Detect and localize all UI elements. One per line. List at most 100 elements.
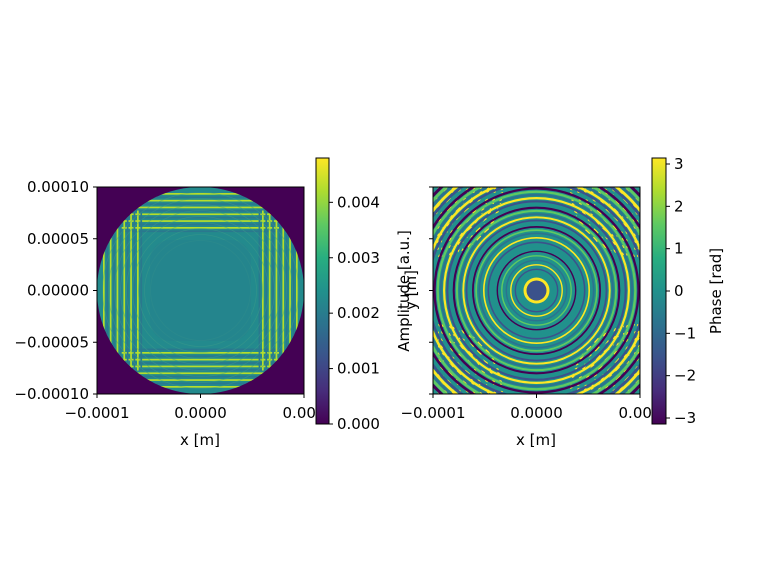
amplitude-fringe (120, 369, 281, 371)
phase-ring (449, 203, 624, 378)
amplitude-fringe (120, 358, 281, 361)
amplitude-fringe (123, 210, 126, 371)
amplitude-fringe (296, 210, 298, 371)
phase-ring (519, 273, 554, 308)
phase-colorbar-tick-label: 0 (674, 282, 684, 300)
amplitude-fringe (120, 365, 281, 368)
phase-ring (433, 187, 640, 394)
amplitude-fringe (272, 210, 274, 371)
phase-ring (439, 193, 634, 388)
amplitude-fringe (120, 193, 281, 195)
amplitude-colorbar-tick-label: 0.001 (337, 360, 380, 378)
phase-ring (472, 226, 601, 355)
phase-rings (433, 187, 640, 394)
amplitude-ring (132, 222, 269, 359)
amplitude-fringe (109, 210, 112, 371)
phase-heatmap (433, 187, 640, 394)
phase-ring (443, 197, 630, 384)
amplitude-x-tick-label: −0.0001 (64, 404, 129, 422)
amplitude-ring (114, 204, 287, 377)
amplitude-fringe (120, 203, 281, 205)
phase-ring (487, 241, 586, 340)
phase-ring (436, 190, 637, 391)
amplitude-ring (108, 198, 293, 383)
amplitude-fringe (137, 210, 139, 371)
amplitude-fringe (106, 210, 109, 371)
phase-center-spot (526, 280, 547, 301)
amplitude-fringe (120, 230, 281, 233)
amplitude-fringe (130, 210, 132, 371)
amplitude-fringe (120, 213, 281, 216)
phase-ring (468, 222, 605, 359)
phase-ring (459, 213, 614, 368)
amplitude-x-ticks: −0.0001 0.0000 0.000 (64, 394, 325, 422)
amplitude-fringe (120, 216, 281, 219)
amplitude-colorbar-label: Amplitude [a.u.] (395, 230, 413, 352)
phase-y-axis-label: y [m] (402, 270, 420, 310)
phase-ring (475, 229, 598, 352)
phase-ring (505, 259, 568, 322)
amplitude-ring (102, 192, 299, 389)
amplitude-fringe (120, 362, 281, 364)
amplitude-colorbar-gradient (315, 157, 330, 425)
amplitude-fringe (292, 210, 295, 371)
amplitude-fringe (120, 196, 281, 199)
amplitude-fringe (268, 210, 271, 371)
phase-colorbar-tick-label: 3 (674, 155, 684, 173)
amplitude-colorbar-tick-label: 0.000 (337, 415, 380, 433)
phase-colorbar-tick-label: 1 (674, 240, 684, 258)
phase-ring (462, 216, 611, 365)
amplitude-y-ticks: 0.00010 0.00005 0.00000 −0.00005 −0.00010 (14, 178, 97, 403)
amplitude-x-tick-label: 0.000 (283, 404, 326, 422)
amplitude-fringe (279, 210, 281, 371)
amplitude-ring (120, 210, 281, 371)
amplitude-fringe (120, 223, 281, 226)
phase-x-tick-label: −0.0001 (400, 404, 465, 422)
amplitude-fringe (120, 206, 281, 209)
phase-colorbar: 3 2 1 0 −1 −2 −3 Phase [rad] (651, 155, 725, 427)
amplitude-fringe (133, 210, 136, 371)
phase-x-tick-label: 0.0000 (510, 404, 563, 422)
amplitude-fringe (103, 210, 105, 371)
phase-colorbar-tick-label: −2 (674, 367, 696, 385)
amplitude-fringe (126, 210, 129, 371)
amplitude-fringe (113, 210, 115, 371)
phase-colorbar-gradient (651, 157, 667, 425)
amplitude-fringe (120, 199, 281, 202)
amplitude-fringe (275, 210, 278, 371)
amplitude-fringe (120, 382, 281, 385)
amplitude-colorbar-ticks: 0.000 0.001 0.002 0.003 0.004 (329, 193, 380, 433)
amplitude-center (150, 240, 251, 341)
amplitude-y-tick-label: 0.00005 (27, 230, 89, 248)
phase-ring (465, 219, 608, 362)
phase-colorbar-tick-label: −1 (674, 324, 696, 342)
amplitude-y-tick-label: 0.00000 (27, 282, 89, 300)
phase-x-ticks: −0.0001 0.0000 0.000 (400, 394, 661, 422)
amplitude-colorbar: 0.000 0.001 0.002 0.003 0.004 Amplitude [a.u… (315, 157, 413, 433)
amplitude-y-tick-label: −0.00005 (14, 333, 89, 351)
phase-ring (514, 268, 559, 313)
amplitude-y-tick-label: 0.00010 (27, 178, 89, 196)
amplitude-x-axis-label: x [m] (180, 431, 220, 449)
amplitude-ring (126, 216, 275, 365)
amplitude-x-tick-label: 0.0000 (174, 404, 227, 422)
amplitude-fringe (120, 379, 281, 381)
amplitude-fringe (289, 210, 291, 371)
amplitude-fringe (120, 348, 281, 351)
amplitude-colorbar-tick-label: 0.004 (337, 193, 380, 211)
phase-y-ticks (429, 186, 433, 395)
amplitude-colorbar-tick-label: 0.003 (337, 249, 380, 267)
amplitude-fringe (120, 355, 281, 358)
amplitude-fringe (120, 220, 281, 222)
amplitude-fringe (120, 372, 281, 375)
amplitude-fringe (140, 210, 143, 371)
amplitude-fringe (282, 210, 285, 371)
phase-ring (478, 232, 595, 349)
amplitude-fringe (120, 227, 281, 229)
phase-colorbar-label: Phase [rad] (707, 248, 725, 334)
amplitude-fringe (120, 386, 281, 388)
amplitude-colorbar-tick-label: 0.002 (337, 304, 380, 322)
phase-x-tick-label: 0.000 (619, 404, 662, 422)
phase-ring (510, 264, 563, 317)
